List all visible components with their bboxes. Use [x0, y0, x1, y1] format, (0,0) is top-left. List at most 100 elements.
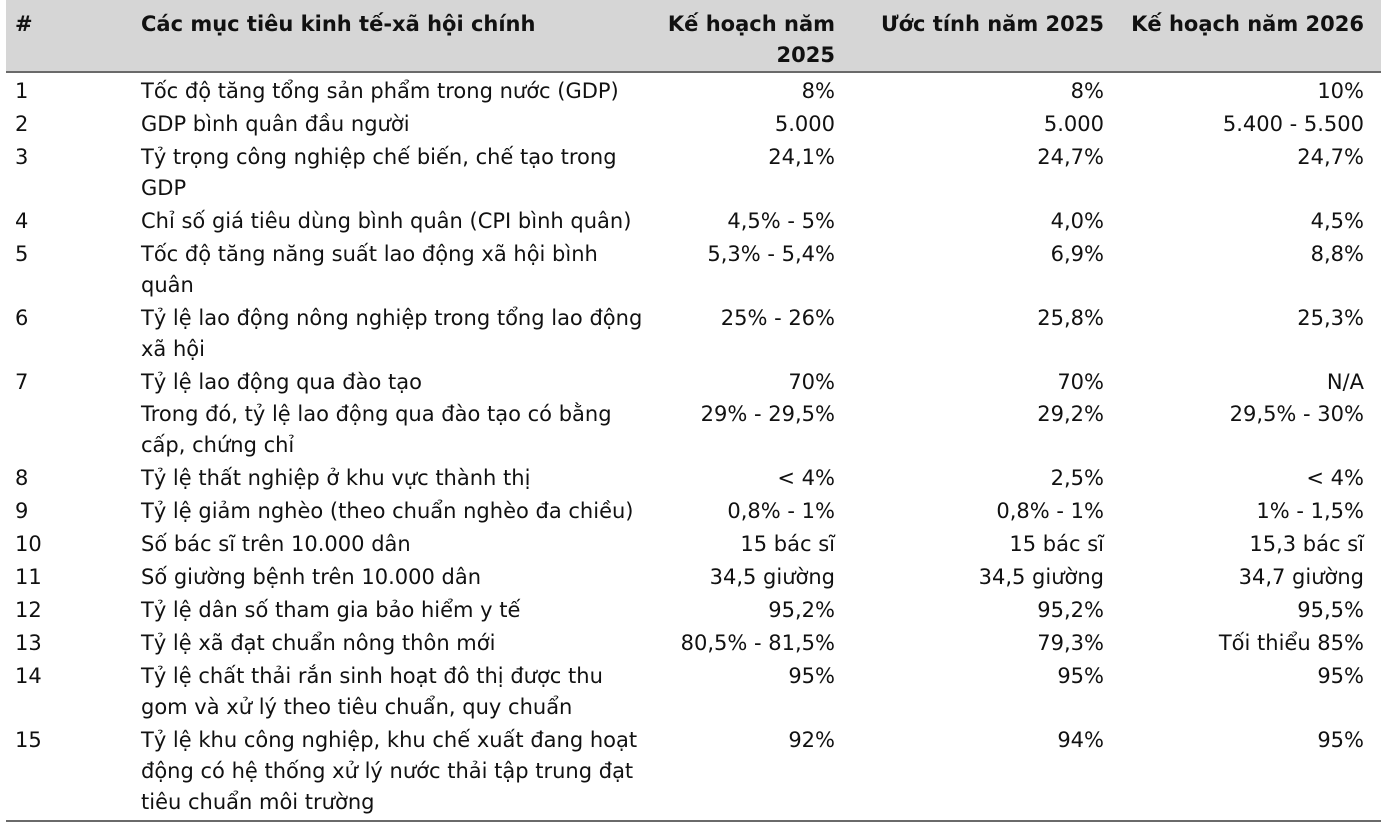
- row-estimate-2025: 8%: [1070, 79, 1104, 103]
- row-number: 3: [15, 145, 29, 169]
- row-estimate-2025: 79,3%: [1037, 631, 1104, 655]
- row-number: [6, 399, 129, 462]
- page: # Các mục tiêu kinh tế-xã hội chính Kế h…: [6, 0, 1381, 822]
- row-number: 2: [15, 112, 29, 136]
- row-estimate-2025: 4,0%: [1050, 209, 1104, 233]
- row-estimate-2025: 29,2%: [1037, 402, 1104, 426]
- row-plan-2026: Tối thiểu 85%: [1218, 631, 1364, 655]
- row-plan-2025: 15 bác sĩ: [740, 532, 835, 556]
- row-target-name: Số giường bệnh trên 10.000 dân: [141, 565, 482, 589]
- row-number: 14: [15, 664, 42, 688]
- header-plan-2026: Kế hoạch năm 2026: [1116, 0, 1381, 73]
- row-plan-2025: 29% - 29,5%: [700, 402, 835, 426]
- row-estimate-2025: 6,9%: [1050, 242, 1104, 266]
- row-plan-2026: 10%: [1317, 79, 1364, 103]
- row-estimate-2025: 94%: [847, 724, 1116, 822]
- row-number: 15: [6, 724, 129, 822]
- row-plan-2025: 8%: [801, 79, 835, 103]
- row-plan-2026: 95%: [1317, 664, 1364, 688]
- row-plan-2026: 95%: [1116, 724, 1381, 822]
- row-plan-2025: 80,5% - 81,5%: [680, 631, 835, 655]
- row-number: 9: [15, 499, 29, 523]
- row-estimate-2025: 15 bác sĩ: [1009, 532, 1104, 556]
- row-target-name: Tỷ lệ lao động qua đào tạo: [141, 370, 422, 394]
- row-plan-2025: < 4%: [777, 466, 835, 490]
- row-number: 5: [15, 242, 29, 266]
- table-row: 14 Tỷ lệ chất thải rắn sinh hoạt đô thị …: [6, 660, 1381, 724]
- row-plan-2025: 0,8% - 1%: [727, 499, 835, 523]
- row-plan-2026: 24,7%: [1297, 145, 1364, 169]
- row-plan-2025: 92%: [657, 724, 847, 822]
- row-plan-2025: 70%: [788, 370, 835, 394]
- header-row: # Các mục tiêu kinh tế-xã hội chính Kế h…: [6, 0, 1381, 73]
- table-row: 15 Tỷ lệ khu công nghiệp, khu chế xuất đ…: [6, 724, 1381, 822]
- table-subrow: Trong đó, tỷ lệ lao động qua đào tạo có …: [6, 399, 1381, 462]
- row-number: 6: [15, 306, 29, 330]
- row-target-name: Tỷ trọng công nghiệp chế biến, chế tạo t…: [141, 145, 617, 200]
- row-target-name: Tốc độ tăng năng suất lao động xã hội bì…: [141, 242, 598, 297]
- row-number: 4: [15, 209, 29, 233]
- row-number: 12: [15, 598, 42, 622]
- socioeconomic-targets-table: # Các mục tiêu kinh tế-xã hội chính Kế h…: [6, 0, 1381, 822]
- row-number: 8: [15, 466, 29, 490]
- row-plan-2025: 95%: [788, 664, 835, 688]
- row-plan-2025: 95,2%: [768, 598, 835, 622]
- table-row: 5 Tốc độ tăng năng suất lao động xã hội …: [6, 238, 1381, 302]
- row-target-name: Tỷ lệ lao động nông nghiệp trong tổng la…: [141, 306, 643, 361]
- row-target-name: GDP bình quân đầu người: [141, 112, 410, 136]
- row-plan-2026: < 4%: [1306, 466, 1364, 490]
- header-number: #: [6, 0, 129, 73]
- row-number: 11: [15, 565, 42, 589]
- row-estimate-2025: 0,8% - 1%: [996, 499, 1104, 523]
- row-estimate-2025: 24,7%: [1037, 145, 1104, 169]
- row-plan-2025: 4,5% - 5%: [727, 209, 835, 233]
- row-number: 1: [15, 79, 29, 103]
- row-target-name: Chỉ số giá tiêu dùng bình quân (CPI bình…: [141, 209, 632, 233]
- table-row: 13 Tỷ lệ xã đạt chuẩn nông thôn mới 80,5…: [6, 627, 1381, 660]
- row-estimate-2025: 95%: [1057, 664, 1104, 688]
- row-target-name: Số bác sĩ trên 10.000 dân: [141, 532, 411, 556]
- row-estimate-2025: 95,2%: [1037, 598, 1104, 622]
- row-plan-2026: 15,3 bác sĩ: [1249, 532, 1364, 556]
- row-target-name: Tỷ lệ giảm nghèo (theo chuẩn nghèo đa ch…: [141, 499, 634, 523]
- row-plan-2025: 5.000: [774, 112, 835, 136]
- row-estimate-2025: 34,5 giường: [978, 565, 1104, 589]
- row-plan-2025: 24,1%: [768, 145, 835, 169]
- row-plan-2026: 1% - 1,5%: [1256, 499, 1364, 523]
- row-estimate-2025: 25,8%: [1037, 306, 1104, 330]
- header-plan-2025: Kế hoạch năm 2025: [657, 0, 847, 73]
- row-plan-2025: 25% - 26%: [720, 306, 835, 330]
- row-number: 13: [15, 631, 42, 655]
- row-plan-2026: 95,5%: [1297, 598, 1364, 622]
- table-row: 9 Tỷ lệ giảm nghèo (theo chuẩn nghèo đa …: [6, 495, 1381, 528]
- table-body: 1 Tốc độ tăng tổng sản phẩm trong nước (…: [6, 72, 1381, 822]
- row-estimate-2025: 70%: [1057, 370, 1104, 394]
- table-row: 11 Số giường bệnh trên 10.000 dân 34,5 g…: [6, 561, 1381, 594]
- header-target-name: Các mục tiêu kinh tế-xã hội chính: [129, 0, 657, 73]
- table-row: 12 Tỷ lệ dân số tham gia bảo hiểm y tế 9…: [6, 594, 1381, 627]
- row-plan-2026: 34,7 giường: [1238, 565, 1364, 589]
- table-row: 8 Tỷ lệ thất nghiệp ở khu vực thành thị …: [6, 462, 1381, 495]
- table-header: # Các mục tiêu kinh tế-xã hội chính Kế h…: [6, 0, 1381, 73]
- row-target-name: Tỷ lệ thất nghiệp ở khu vực thành thị: [141, 466, 531, 490]
- row-number: 10: [15, 532, 42, 556]
- row-number: 7: [15, 370, 29, 394]
- row-estimate-2025: 5.000: [1043, 112, 1104, 136]
- row-plan-2026: 8,8%: [1310, 242, 1364, 266]
- row-estimate-2025: 2,5%: [1050, 466, 1104, 490]
- row-plan-2026: N/A: [1326, 370, 1364, 394]
- row-plan-2026: 4,5%: [1310, 209, 1364, 233]
- row-target-name: Tỷ lệ dân số tham gia bảo hiểm y tế: [141, 598, 521, 622]
- row-plan-2026: 25,3%: [1297, 306, 1364, 330]
- table-row: 7 Tỷ lệ lao động qua đào tạo 70% 70% N/A: [6, 366, 1381, 399]
- row-plan-2026: 5.400 - 5.500: [1222, 112, 1364, 136]
- table-row: 3 Tỷ trọng công nghiệp chế biến, chế tạo…: [6, 141, 1381, 205]
- header-estimate-2025: Ước tính năm 2025: [847, 0, 1116, 73]
- row-plan-2025: 34,5 giường: [709, 565, 835, 589]
- row-target-name: Tỷ lệ chất thải rắn sinh hoạt đô thị đượ…: [141, 664, 603, 719]
- row-target-name: Trong đó, tỷ lệ lao động qua đào tạo có …: [141, 402, 612, 457]
- table-row: 10 Số bác sĩ trên 10.000 dân 15 bác sĩ 1…: [6, 528, 1381, 561]
- table-row: 4 Chỉ số giá tiêu dùng bình quân (CPI bì…: [6, 205, 1381, 238]
- table-row: 1 Tốc độ tăng tổng sản phẩm trong nước (…: [6, 72, 1381, 108]
- row-target-name: Tỷ lệ xã đạt chuẩn nông thôn mới: [141, 631, 496, 655]
